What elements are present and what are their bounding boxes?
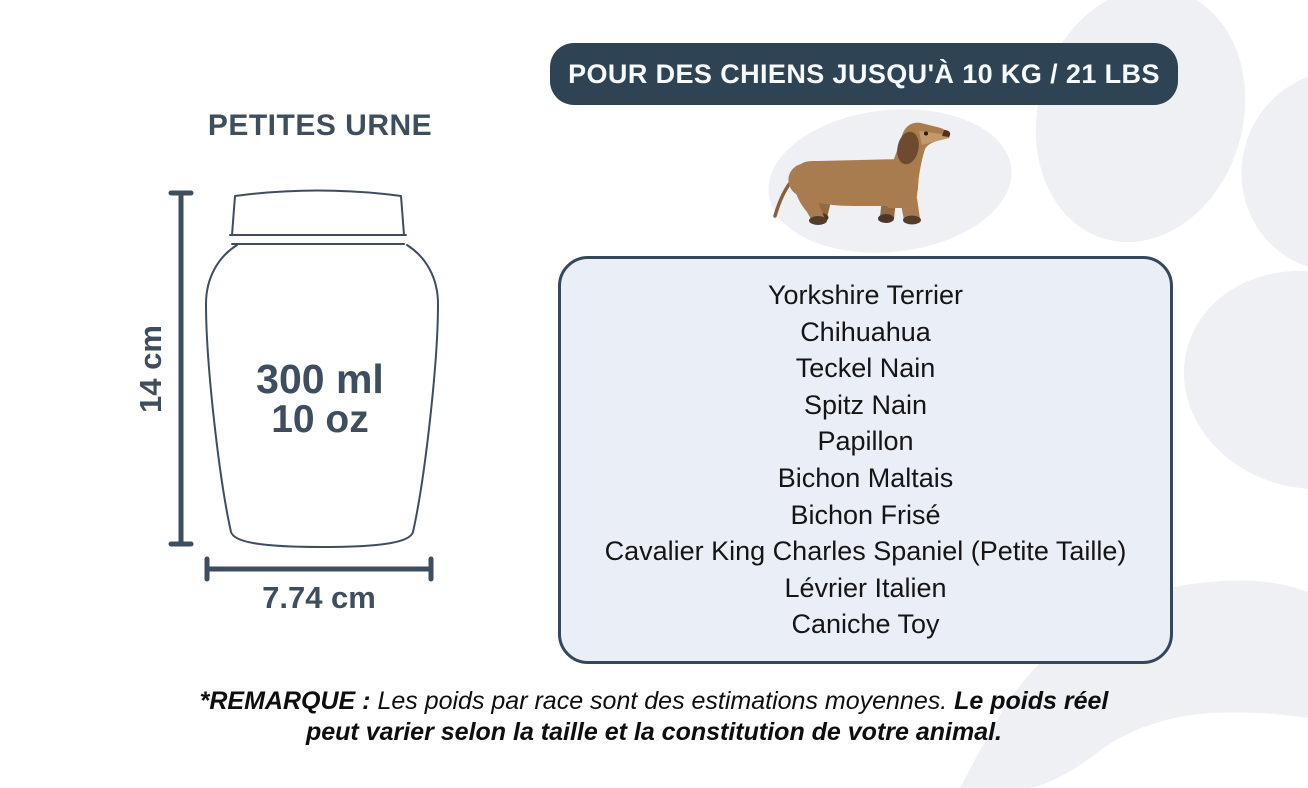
breed-item: Lévrier Italien <box>784 572 947 603</box>
breed-item: Chihuahua <box>800 316 931 347</box>
weight-banner-label: POUR DES CHIENS JUSQU'À 10 KG / 21 LBS <box>568 58 1160 89</box>
footnote-emphasis: Le poids réel peut varier selon la taill… <box>305 687 1109 746</box>
footnote-prefix: *REMARQUE : <box>199 687 378 715</box>
urn-diagram <box>168 189 439 582</box>
footnote-body: Les poids par race sont des estimations … <box>377 687 955 715</box>
breed-item: Bichon Frisé <box>790 499 941 530</box>
breed-item: Yorkshire Terrier <box>767 280 964 311</box>
breed-item: Cavalier King Charles Spaniel (Petite Ta… <box>604 536 1127 567</box>
dachshund-icon <box>773 122 951 225</box>
footnote: *REMARQUE : Les poids par race sont des … <box>174 686 1134 748</box>
breed-item: Spitz Nain <box>803 389 928 420</box>
breed-list-box: Yorkshire Terrier Chihuahua Teckel Nain … <box>558 256 1173 664</box>
urn-height-label: 14 cm <box>133 325 168 413</box>
breed-item: Bichon Maltais <box>777 463 954 493</box>
weight-banner: POUR DES CHIENS JUSQU'À 10 KG / 21 LBS <box>550 43 1178 105</box>
urn-volume-ml: 300 ml <box>256 356 384 402</box>
urn-width-label: 7.74 cm <box>262 580 376 615</box>
urn-title: PETITES URNE <box>207 109 433 142</box>
breed-item: Caniche Toy <box>791 609 940 640</box>
breed-item: Papillon <box>817 426 914 457</box>
breed-item: Teckel Nain <box>795 353 936 384</box>
urn-volume-oz: 10 oz <box>271 398 369 441</box>
